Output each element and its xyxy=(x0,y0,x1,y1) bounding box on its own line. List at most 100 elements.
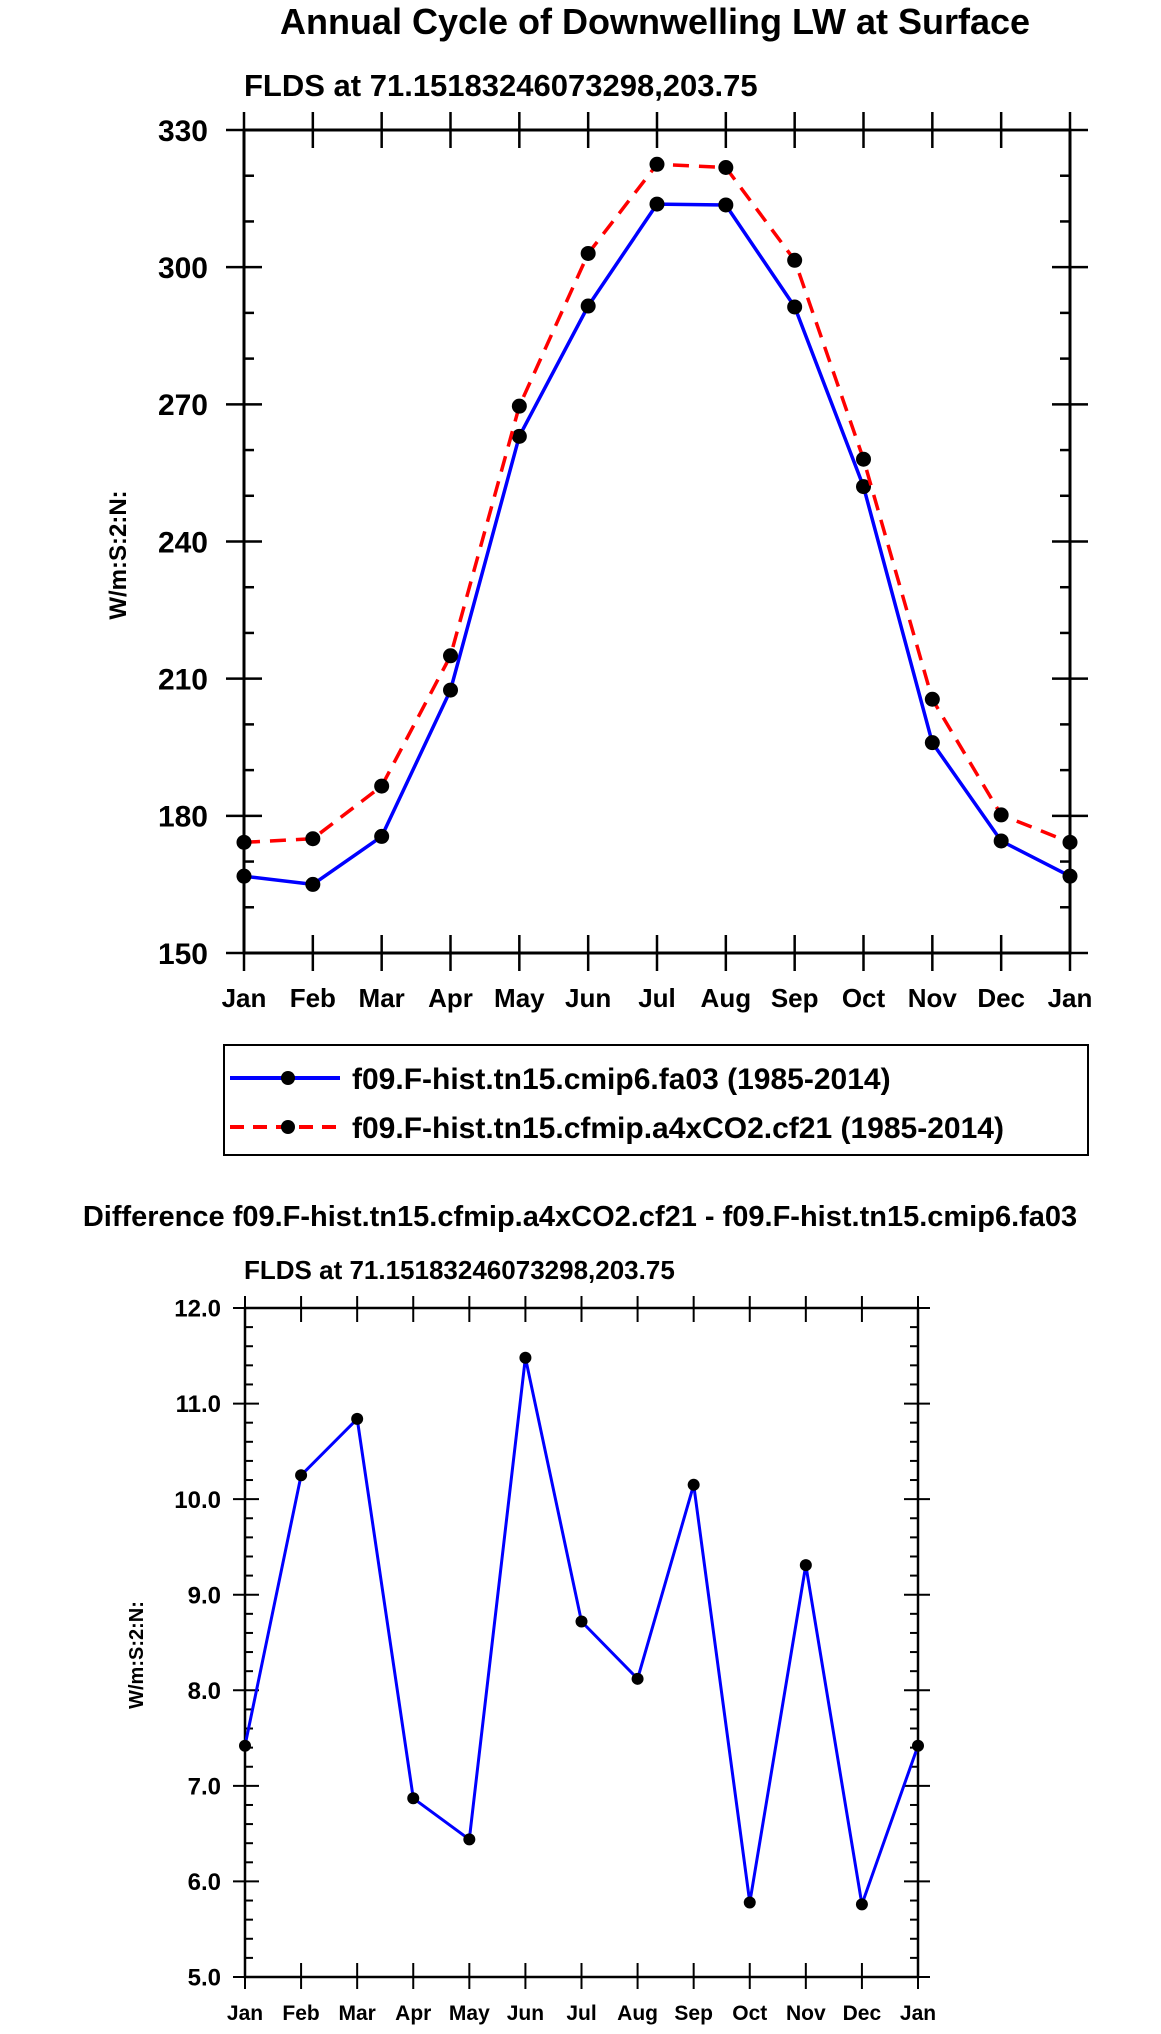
series-2-point xyxy=(924,691,940,707)
series-1-point xyxy=(1062,868,1078,884)
series-1-point xyxy=(580,298,596,314)
series-1-point xyxy=(799,1559,812,1572)
x-tick-label: Aug xyxy=(617,2002,658,2025)
series-1-point xyxy=(687,1478,700,1491)
y-tick-label: 10.0 xyxy=(174,1487,221,1514)
y-tick-label: 240 xyxy=(158,526,208,559)
y-tick-label: 330 xyxy=(158,115,208,148)
series-2-point xyxy=(1062,834,1078,850)
x-tick-label: Oct xyxy=(842,983,886,1013)
legend-swatch-marker xyxy=(281,1071,295,1085)
chart1-plot: 150 180 210 240 270 300 330 Jan Feb Mar Apr May Jun J… xyxy=(158,112,1092,1013)
series-1-point xyxy=(305,876,321,892)
y-tick-label: 7.0 xyxy=(188,1773,221,1800)
series-2-point xyxy=(443,648,458,664)
series-1-point xyxy=(856,479,871,495)
legend-swatch-marker xyxy=(281,1120,295,1134)
series-2-point xyxy=(374,778,390,794)
series-1-point xyxy=(912,1739,924,1752)
legend-box xyxy=(223,1044,1089,1156)
y-tick-label: 8.0 xyxy=(188,1678,221,1705)
legend-label-1: f09.F-hist.tn15.cmip6.fa03 (1985-2014) xyxy=(352,1063,891,1096)
y-tick-label: 150 xyxy=(158,938,208,971)
x-tick-label: Jul xyxy=(638,983,676,1013)
y-tick-label: 180 xyxy=(158,801,208,834)
series-1-point xyxy=(351,1412,364,1425)
series-line-1 xyxy=(243,202,1071,887)
x-tick-label: Jun xyxy=(507,2002,544,2025)
series-1-point xyxy=(295,1469,308,1482)
series-1-point xyxy=(519,1351,532,1364)
y-tick-label: 9.0 xyxy=(188,1582,221,1609)
x-tick-label: Jan xyxy=(900,2002,936,2025)
chart2-subtitle: FLDS at 71.15183246073298,203.75 xyxy=(244,1255,675,1285)
series-1-point xyxy=(407,1792,420,1805)
series-line-1 xyxy=(243,1356,920,1906)
x-tick-label: Jun xyxy=(565,983,611,1013)
y-tick-label: 6.0 xyxy=(188,1869,221,1896)
chart1-legend: f09.F-hist.tn15.cmip6.fa03 (1985-2014) f… xyxy=(223,1044,1089,1156)
series-2-point xyxy=(236,834,252,850)
chart2-title: Difference f09.F-hist.tn15.cfmip.a4xCO2.… xyxy=(83,1201,1077,1233)
chart1-title: Annual Cycle of Downwelling LW at Surfac… xyxy=(280,1,1030,42)
series-2-point xyxy=(993,807,1009,823)
series-1-point xyxy=(718,197,734,213)
chart1-ylabel: W/m:S:2:N: xyxy=(105,490,132,619)
y-tick-label: 300 xyxy=(158,252,208,285)
x-tick-label: Apr xyxy=(428,983,473,1013)
y-tick-label: 5.0 xyxy=(188,1965,221,1992)
x-tick-label: May xyxy=(449,2002,490,2025)
x-tick-label: Feb xyxy=(290,983,336,1013)
x-tick-label: Mar xyxy=(338,2002,375,2025)
series-2-point xyxy=(856,451,871,467)
x-tick-label: Dec xyxy=(977,983,1025,1013)
series-1-point xyxy=(787,299,803,315)
x-tick-label: Apr xyxy=(395,2002,431,2025)
series-1-point xyxy=(631,1672,644,1685)
series-1-point xyxy=(239,1739,251,1752)
x-tick-label: Jan xyxy=(227,2002,263,2025)
series-1-point xyxy=(463,1833,476,1846)
y-tick-label: 270 xyxy=(158,389,208,422)
x-tick-label: Sep xyxy=(674,2002,713,2025)
series-1-point xyxy=(649,196,665,212)
series-2-point xyxy=(649,156,665,172)
series-1-point xyxy=(993,833,1009,849)
legend-label-2: f09.F-hist.tn15.cfmip.a4xCO2.cf21 (1985-… xyxy=(352,1112,1004,1145)
chart2-ylabel: W/m:S:2:N: xyxy=(126,1601,148,1709)
x-tick-label: May xyxy=(494,983,545,1013)
y-tick-label: 12.0 xyxy=(174,1296,221,1323)
series-1-point xyxy=(855,1898,868,1911)
series-2-point xyxy=(580,245,596,261)
series-1-point xyxy=(236,868,252,884)
x-tick-label: Dec xyxy=(843,2002,882,2025)
series-line-2 xyxy=(243,162,1071,845)
x-tick-label: Nov xyxy=(786,2002,826,2025)
series-2-point xyxy=(305,831,321,847)
series-2-point xyxy=(718,159,734,175)
x-tick-label: Aug xyxy=(701,983,752,1013)
series-1-point xyxy=(374,828,390,844)
series-2-point xyxy=(511,398,527,414)
x-tick-label: Nov xyxy=(908,983,958,1013)
chart1-subtitle: FLDS at 71.15183246073298,203.75 xyxy=(244,68,758,103)
x-tick-label: Jul xyxy=(566,2002,596,2025)
legend-entry-2: f09.F-hist.tn15.cfmip.a4xCO2.cf21 (1985-… xyxy=(230,1112,1004,1145)
series-1-point xyxy=(575,1615,588,1628)
chart2-plot: 5.0 6.0 7.0 8.0 9.0 10.0 11.0 12.0 Jan Feb Mar Apr M… xyxy=(174,1296,936,2025)
x-tick-label: Mar xyxy=(359,983,405,1013)
x-tick-label: Jan xyxy=(1048,983,1093,1013)
series-1-point xyxy=(511,428,527,444)
x-tick-label: Feb xyxy=(282,2002,319,2025)
plot-frame xyxy=(243,1306,920,1979)
x-tick-label: Sep xyxy=(771,983,819,1013)
legend-entry-1: f09.F-hist.tn15.cmip6.fa03 (1985-2014) xyxy=(230,1063,891,1096)
y-tick-label: 210 xyxy=(158,663,208,696)
series-1-point xyxy=(443,682,458,698)
series-2-point xyxy=(787,252,803,268)
x-tick-label: Jan xyxy=(222,983,267,1013)
x-tick-label: Oct xyxy=(732,2002,767,2025)
series-1-point xyxy=(743,1896,756,1909)
y-tick-label: 11.0 xyxy=(176,1391,221,1418)
